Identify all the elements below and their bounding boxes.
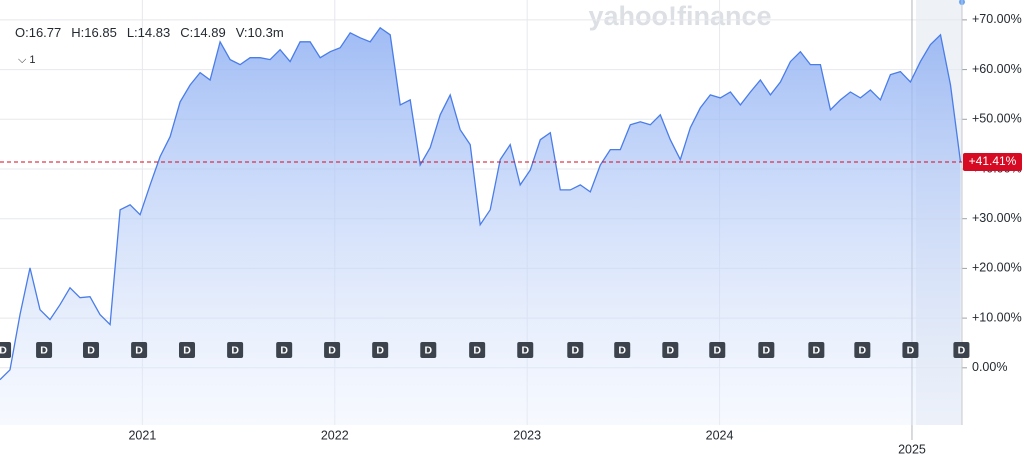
dividend-label: D — [813, 344, 821, 356]
x-tick-label: 2024 — [706, 428, 734, 442]
dividend-marker: D — [179, 342, 196, 358]
dividend-label: D — [328, 344, 336, 356]
dividend-marker: D — [662, 342, 679, 358]
dividend-label: D — [376, 344, 384, 356]
dividend-marker: D — [567, 342, 584, 358]
dividend-label: D — [183, 344, 191, 356]
dividend-marker: D — [614, 342, 631, 358]
dividend-label: D — [618, 344, 626, 356]
last-value-badge — [963, 152, 1022, 171]
dividend-marker: D — [324, 342, 341, 358]
ohlc-item: C:14.89 — [180, 25, 226, 40]
dividend-label: D — [0, 344, 7, 356]
dividend-label: D — [667, 344, 675, 356]
y-tick-label: +30.00% — [972, 211, 1022, 225]
dividend-marker: D — [758, 342, 775, 358]
dividend-label: D — [958, 344, 966, 356]
dividend-marker: D — [276, 342, 293, 358]
dividend-marker: D — [36, 342, 53, 358]
last-value-label: +41.41% — [969, 154, 1017, 168]
dividend-label: D — [87, 344, 95, 356]
chevron: ⌵ — [18, 54, 27, 66]
toggle-count: 1 — [29, 54, 36, 66]
dividend-badge — [758, 342, 775, 358]
dividend-marker: D — [808, 342, 825, 358]
ohlc-item: O:16.77 — [15, 25, 62, 40]
dividend-marker: D — [83, 342, 100, 358]
dividend-label: D — [40, 344, 48, 356]
dividend-marker: D — [227, 342, 244, 358]
dividend-marker: D — [854, 342, 871, 358]
ohlc-item: V:10.3m — [235, 25, 284, 40]
dividend-marker: D — [469, 342, 486, 358]
dividend-badge — [276, 342, 293, 358]
dividend-badge — [953, 342, 970, 358]
dividend-badge — [36, 342, 53, 358]
ohlc-item: L:14.83 — [126, 25, 171, 40]
x-tick-label: 2023 — [513, 428, 541, 442]
dividend-badge — [372, 342, 389, 358]
dividend-label: D — [521, 344, 529, 356]
dividend-badge — [808, 342, 825, 358]
dividend-badge — [83, 342, 100, 358]
dividend-badge — [902, 342, 919, 358]
y-tick-label: +10.00% — [972, 310, 1022, 324]
dividend-marker: D — [517, 342, 534, 358]
x-tick-label: 2025 — [898, 442, 926, 455]
dividend-label: D — [231, 344, 239, 356]
dividend-label: D — [713, 344, 721, 356]
dividend-badge — [854, 342, 871, 358]
dividend-badge — [662, 342, 679, 358]
dividend-marker: D — [420, 342, 437, 358]
dividend-marker: D — [902, 342, 919, 358]
y-tick-label: +20.00% — [972, 261, 1022, 275]
x-tick-label: 2021 — [128, 428, 156, 442]
dividend-label: D — [135, 344, 143, 356]
dividend-marker: D — [709, 342, 726, 358]
dividend-label: D — [859, 344, 867, 356]
series-line — [0, 26, 962, 381]
y-tick-label: +60.00% — [972, 62, 1022, 76]
dividend-badge — [709, 342, 726, 358]
dividend-label: D — [424, 344, 432, 356]
dividend-badge — [227, 342, 244, 358]
dividend-badge — [0, 342, 12, 358]
dividend-badge — [420, 342, 437, 358]
dividend-badge — [614, 342, 631, 358]
dividend-badge — [469, 342, 486, 358]
x-tick-label: 2022 — [321, 428, 349, 442]
dividend-label: D — [473, 344, 481, 356]
ohlc-legend: O:16.77 H:16.85 L:14.83 C:14.89 V:10.3m — [15, 25, 284, 40]
y-tick-label: +50.00% — [972, 112, 1022, 126]
series-toggle[interactable]: ⌵ 1 — [18, 54, 36, 67]
dividend-badge — [567, 342, 584, 358]
dividend-marker: D — [372, 342, 389, 358]
dividend-badge — [131, 342, 148, 358]
dividend-label: D — [280, 344, 288, 356]
dividend-label: D — [907, 344, 915, 356]
dividend-marker: D — [953, 342, 970, 358]
dividend-marker: D — [131, 342, 148, 358]
dividend-badge — [324, 342, 341, 358]
ohlc-item: H:16.85 — [71, 25, 117, 40]
dividend-label: D — [571, 344, 579, 356]
dividend-badge — [517, 342, 534, 358]
y-tick-label: +70.00% — [972, 12, 1022, 26]
area-fill — [0, 27, 961, 426]
dividend-label: D — [763, 344, 771, 356]
y-tick-label: 0.00% — [972, 360, 1007, 374]
dividend-marker: D — [0, 342, 12, 358]
dividend-badge — [179, 342, 196, 358]
watermark: yahoo!finance — [588, 1, 771, 31]
